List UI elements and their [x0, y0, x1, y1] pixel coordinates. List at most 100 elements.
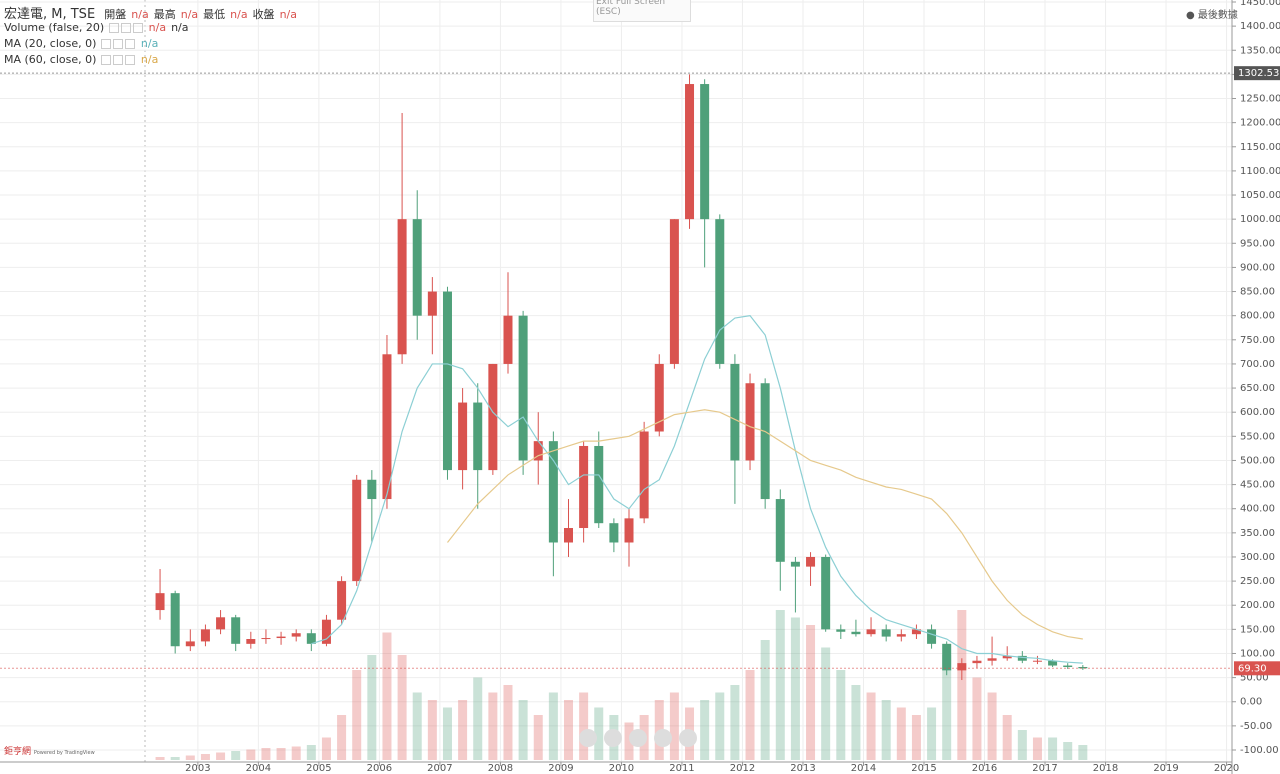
- volume-bar: [200, 754, 210, 760]
- ohlc-value: n/a: [180, 8, 199, 21]
- volume-bar: [458, 700, 468, 760]
- ohlc-value: n/a: [131, 8, 149, 21]
- nav-button[interactable]: [604, 729, 622, 747]
- y-tick-label: 50.00: [1240, 673, 1269, 684]
- legend-value: n/a: [140, 53, 159, 66]
- legend-value: n/a: [140, 37, 159, 50]
- y-tick-label: 1450.00: [1240, 0, 1280, 8]
- x-tick-label: 2020: [1214, 763, 1239, 774]
- fullscreen-hint[interactable]: Exit Full Screen (ESC): [593, 0, 691, 22]
- volume-bar: [321, 737, 331, 760]
- y-tick-label: 1050.00: [1240, 190, 1280, 201]
- candle-body: [957, 663, 967, 671]
- nav-button[interactable]: [629, 729, 647, 747]
- volume-bar: [442, 707, 452, 760]
- y-tick-label: 750.00: [1240, 335, 1275, 346]
- candle-body: [851, 631, 861, 635]
- volume-bar: [352, 670, 362, 760]
- nav-button[interactable]: [679, 729, 697, 747]
- candle-body: [806, 556, 816, 567]
- y-tick-label: 700.00: [1240, 359, 1275, 370]
- price-tag: [1234, 66, 1280, 81]
- volume-bar: [972, 677, 982, 760]
- nav-button[interactable]: [654, 729, 672, 747]
- ma-line: [447, 409, 1083, 640]
- volume-bar: [306, 745, 316, 760]
- x-tick-label: 2016: [972, 763, 997, 774]
- x-tick-label: 2017: [1032, 763, 1057, 774]
- candle-body: [730, 363, 740, 461]
- symbol: 宏達電, M, TSE: [4, 7, 96, 22]
- y-tick-label: 300.00: [1240, 552, 1275, 563]
- price-tag-label: 69.30: [1238, 663, 1267, 674]
- candle-body: [488, 363, 498, 471]
- volume-bar: [806, 625, 816, 760]
- last-data-label: 最後數據: [1197, 10, 1238, 21]
- candle-body: [563, 528, 573, 543]
- candle-body: [246, 639, 256, 644]
- candle-body: [624, 518, 634, 543]
- x-tick-label: 2004: [246, 763, 271, 774]
- volume-bar: [745, 670, 755, 760]
- y-tick-label: 850.00: [1240, 287, 1275, 298]
- candle-body: [473, 402, 483, 471]
- volume-bar: [1002, 715, 1012, 760]
- symbol-row: 宏達電, M, TSE 開盤 n/a 最高 n/a 最低 n/a 收盤 n/a: [4, 3, 307, 22]
- candle-body: [639, 431, 649, 519]
- volume-bar: [987, 692, 997, 760]
- volume-bar: [337, 715, 347, 760]
- volume-bar: [367, 655, 377, 760]
- candle-body: [911, 629, 921, 635]
- y-tick-label: 350.00: [1240, 528, 1275, 539]
- volume-bar: [503, 685, 513, 760]
- price-tag: [1234, 661, 1280, 676]
- y-tick-label: 250.00: [1240, 576, 1275, 587]
- candle-body: [548, 441, 558, 543]
- volume-bar: [775, 610, 785, 760]
- candle-body: [1078, 666, 1088, 669]
- candle-body: [700, 84, 710, 220]
- ohlc-label: 最低: [203, 8, 226, 21]
- legend-label: Volume (false, 20): [4, 21, 105, 34]
- candle-body: [760, 383, 770, 500]
- volume-bar: [821, 647, 831, 760]
- x-tick-label: 2008: [488, 763, 513, 774]
- candle-body: [1063, 665, 1073, 667]
- candle-body: [654, 363, 664, 432]
- legend-label: MA (20, close, 0): [4, 37, 97, 50]
- volume-bar: [1063, 742, 1073, 760]
- volume-bar: [276, 748, 286, 760]
- volume-bar: [760, 640, 770, 760]
- volume-bar: [488, 692, 498, 760]
- volume-bar: [911, 715, 921, 760]
- candle-body: [579, 445, 589, 529]
- y-tick-label: 500.00: [1240, 455, 1275, 466]
- y-tick-label: 1350.00: [1240, 45, 1280, 56]
- candle-body: [185, 641, 195, 647]
- y-tick-label: 650.00: [1240, 383, 1275, 394]
- volume-bar: [246, 749, 256, 760]
- nav-button[interactable]: [579, 729, 597, 747]
- candle-body: [745, 383, 755, 461]
- volume-bar: [700, 700, 710, 760]
- volume-bar: [669, 692, 679, 760]
- candle-body: [231, 617, 241, 644]
- candle-body: [821, 556, 831, 630]
- volume-bar: [851, 685, 861, 760]
- candle-body: [1032, 660, 1042, 662]
- x-tick-label: 2003: [185, 763, 210, 774]
- y-tick-label: -50.00: [1240, 721, 1272, 732]
- candle-body: [321, 619, 331, 644]
- x-tick-label: 2014: [851, 763, 876, 774]
- volume-bar: [927, 707, 937, 760]
- volume-bar: [548, 692, 558, 760]
- y-tick-label: 1000.00: [1240, 214, 1280, 225]
- candle-body: [261, 638, 271, 640]
- y-tick-label: 150.00: [1240, 624, 1275, 635]
- candle-body: [503, 315, 513, 364]
- y-tick-label: 1400.00: [1240, 21, 1280, 32]
- ma-line: [311, 315, 1083, 664]
- x-tick-label: 2019: [1153, 763, 1178, 774]
- volume-bar: [231, 751, 241, 760]
- y-tick-label: 0.00: [1240, 697, 1262, 708]
